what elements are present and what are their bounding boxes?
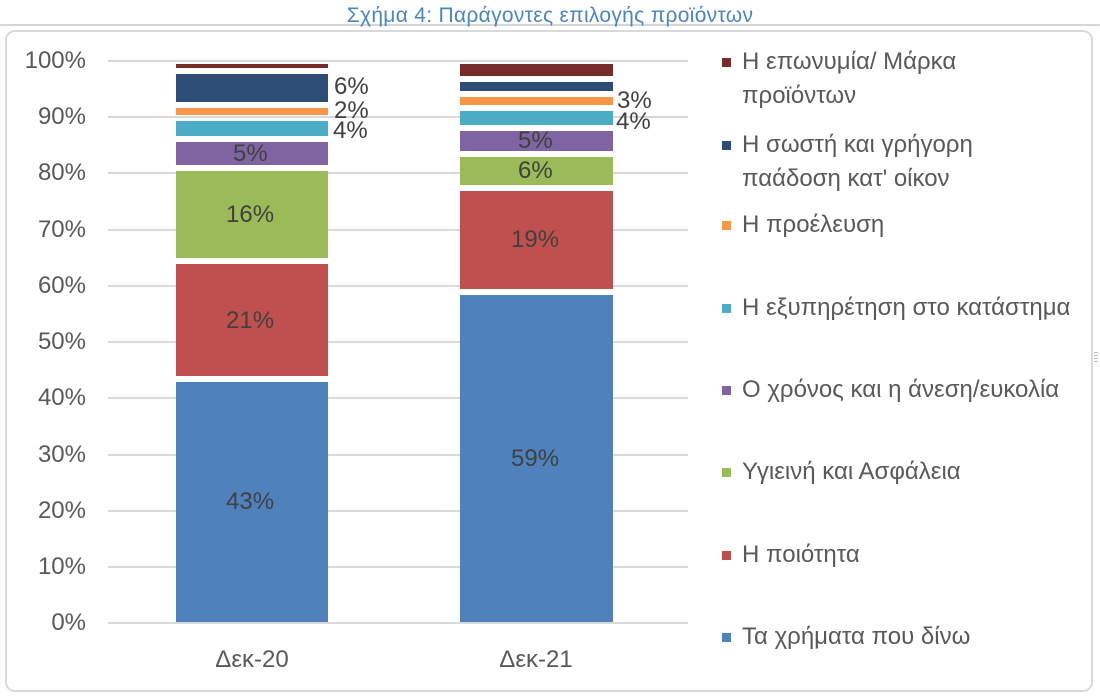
label-dec21-convenience: 5% — [518, 127, 553, 154]
bar-dec20-convenience[interactable] — [176, 142, 328, 165]
gridline-10 — [108, 566, 688, 568]
y-tick-70: 70% — [37, 216, 86, 243]
label-dec20-quality: 21% — [226, 307, 275, 334]
bar-dec21-money[interactable] — [460, 295, 613, 622]
label-dec21-money: 59% — [511, 445, 560, 472]
bar-dec21-delivery[interactable] — [460, 82, 613, 91]
bar-dec20-quality[interactable] — [176, 264, 328, 376]
bar-dec20-delivery[interactable] — [176, 74, 328, 102]
legend-swatch-icon — [722, 551, 731, 560]
legend-swatch-icon — [722, 141, 731, 150]
y-tick-80: 80% — [37, 159, 86, 186]
bar-dec21-hygiene[interactable] — [460, 157, 613, 185]
y-tick-40: 40% — [37, 384, 86, 411]
gridline-90 — [108, 116, 688, 118]
gridline-30 — [108, 454, 688, 456]
legend-swatch-icon — [722, 633, 731, 642]
gridline-80 — [108, 172, 688, 174]
gridline-0 — [108, 622, 688, 624]
label-dec20-delivery: 6% — [334, 73, 369, 100]
bar-dec20-origin[interactable] — [176, 108, 328, 115]
bar-dec20-service[interactable] — [176, 121, 328, 136]
legend-swatch-icon — [722, 58, 731, 67]
y-tick-0: 0% — [51, 609, 86, 636]
x-category-dec21: Δεκ-21 — [499, 646, 573, 673]
label-dec21-quality: 19% — [511, 226, 560, 253]
bar-dec20-brand[interactable] — [176, 64, 328, 68]
y-tick-100: 100% — [24, 47, 86, 74]
label-dec20-convenience: 5% — [233, 140, 268, 167]
gridline-70 — [108, 229, 688, 231]
resize-handle[interactable] — [1094, 352, 1098, 364]
label-dec21-service: 4% — [616, 108, 651, 135]
label-dec20-hygiene: 16% — [226, 201, 275, 228]
gridline-20 — [108, 510, 688, 512]
gridline-60 — [108, 285, 688, 287]
gridline-50 — [108, 341, 688, 343]
bar-dec21-quality[interactable] — [460, 191, 613, 289]
bar-dec21-brand[interactable] — [460, 64, 613, 76]
gridline-40 — [108, 397, 688, 399]
x-category-dec20: Δεκ-20 — [215, 646, 289, 673]
bar-dec20-hygiene[interactable] — [176, 171, 328, 258]
label-dec21-hygiene: 6% — [518, 157, 553, 184]
legend-swatch-icon — [722, 304, 731, 313]
gridline-100 — [108, 60, 688, 62]
bar-dec21-service[interactable] — [460, 111, 613, 125]
legend-swatch-icon — [722, 221, 731, 230]
y-tick-90: 90% — [37, 103, 86, 130]
chart-title: Σχήμα 4: Παράγοντες επιλογής προϊόντων — [346, 4, 754, 27]
title-divider — [0, 24, 1100, 26]
label-dec20-service: 4% — [333, 117, 368, 144]
bar-dec20-money[interactable] — [176, 382, 328, 622]
label-dec21-origin: 3% — [617, 87, 652, 114]
label-dec20-money: 43% — [226, 488, 275, 515]
y-tick-20: 20% — [37, 497, 86, 524]
y-tick-30: 30% — [37, 441, 86, 468]
legend-swatch-icon — [722, 468, 731, 477]
legend-swatch-icon — [722, 386, 731, 395]
y-tick-10: 10% — [37, 553, 86, 580]
y-tick-60: 60% — [37, 272, 86, 299]
label-dec20-origin: 2% — [334, 97, 369, 124]
bar-dec21-origin[interactable] — [460, 97, 613, 105]
y-tick-50: 50% — [37, 328, 86, 355]
bar-dec21-convenience[interactable] — [460, 131, 613, 151]
